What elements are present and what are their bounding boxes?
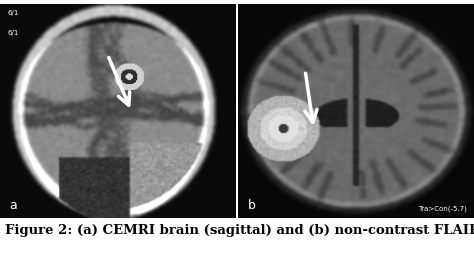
Text: Figure 2: (a) CEMRI brain (sagittal) and (b) non-contrast FLAIR: Figure 2: (a) CEMRI brain (sagittal) and… <box>5 224 474 237</box>
Text: b: b <box>247 199 255 212</box>
Text: 6/1: 6/1 <box>7 10 18 16</box>
Text: a: a <box>9 199 17 212</box>
Text: 6/1: 6/1 <box>7 30 18 36</box>
Text: Tra>Con(-5.7): Tra>Con(-5.7) <box>418 205 467 212</box>
